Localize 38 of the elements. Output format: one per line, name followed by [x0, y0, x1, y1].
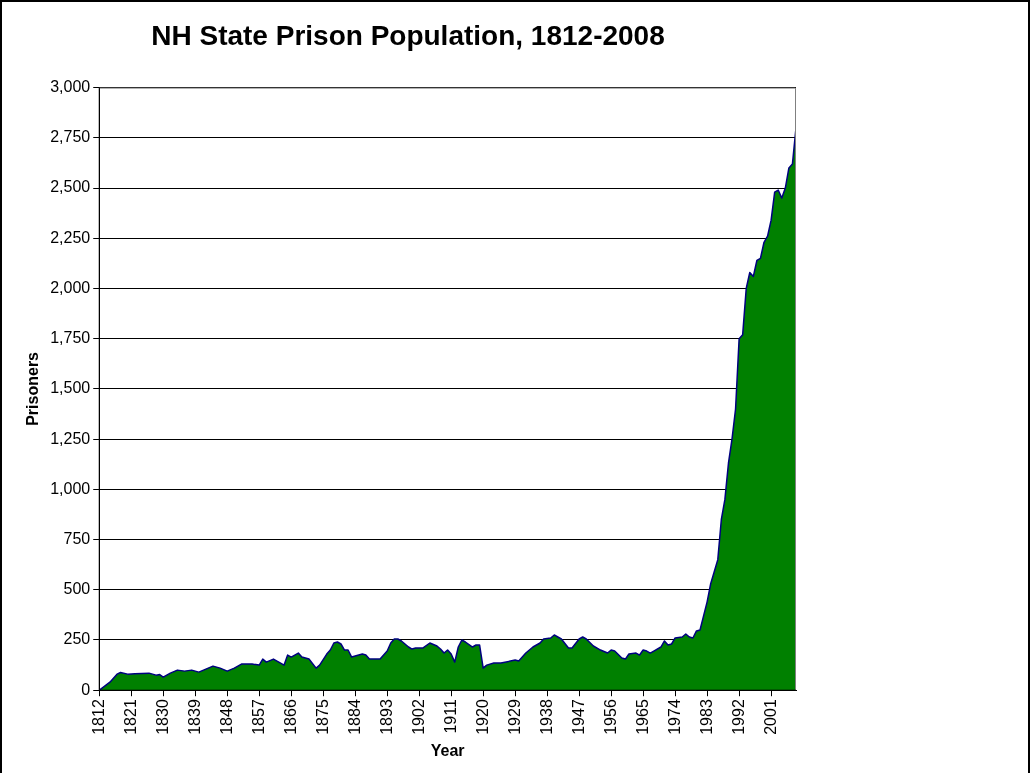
y-tick-label: 1,750 [50, 329, 91, 347]
x-tick-label: 1974 [665, 699, 683, 735]
x-tick-label: 1884 [345, 699, 363, 735]
chart-title: NH State Prison Population, 1812-2008 [151, 19, 665, 51]
y-tick-label: 1,250 [50, 429, 91, 447]
x-tick-label: 2001 [761, 699, 779, 735]
x-tick-label: 1893 [377, 699, 395, 735]
x-tick-label: 1839 [185, 699, 203, 735]
y-tick-label: 2,000 [50, 278, 91, 296]
x-tick-label: 1983 [697, 699, 715, 735]
x-tick-label: 1821 [121, 699, 139, 735]
x-axis-title: Year [430, 741, 465, 759]
x-tick-label: 1992 [729, 699, 747, 735]
x-tick-label: 1830 [153, 699, 171, 735]
y-tick-label: 1,000 [50, 479, 91, 497]
y-axis-title: Prisoners [24, 351, 42, 426]
x-tick-label: 1911 [441, 699, 459, 734]
x-tick-label: 1965 [633, 699, 651, 735]
x-tick-label: 1848 [217, 699, 235, 735]
x-tick-label: 1812 [89, 699, 107, 735]
x-tick-label: 1875 [313, 699, 331, 735]
x-tick-label: 1920 [473, 699, 491, 735]
y-tick-label: 250 [63, 630, 91, 648]
x-tick-label: 1902 [409, 699, 427, 735]
y-tick-label: 500 [63, 580, 91, 598]
x-tick-label: 1938 [537, 699, 555, 735]
x-tick-label: 1857 [249, 699, 267, 735]
x-tick-label: 1956 [601, 699, 619, 735]
x-tick-label: 1947 [569, 699, 587, 735]
y-tick-label: 0 [81, 680, 91, 698]
y-tick-label: 2,750 [50, 128, 91, 146]
y-tick-label: 750 [63, 529, 91, 547]
x-tick-label: 1929 [505, 699, 523, 735]
y-tick-label: 2,500 [50, 178, 91, 196]
y-tick-label: 1,500 [50, 379, 91, 397]
x-tick-label: 1866 [281, 699, 299, 735]
y-tick-label: 2,250 [50, 228, 91, 246]
y-tick-label: 3,000 [50, 78, 91, 96]
